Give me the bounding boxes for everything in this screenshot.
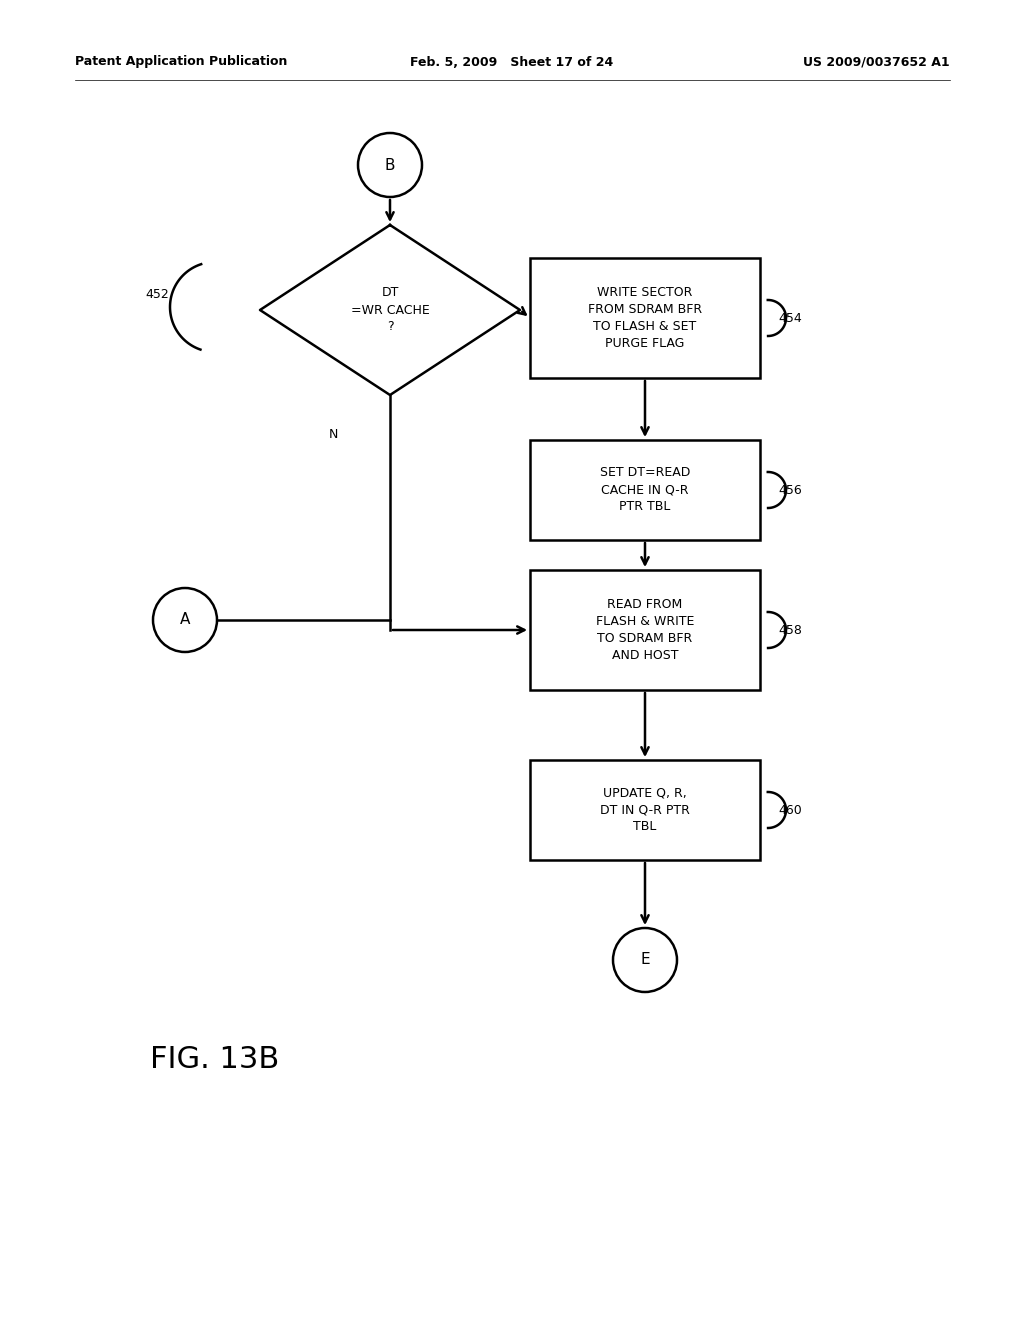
Text: DT
=WR CACHE
?: DT =WR CACHE ? bbox=[350, 286, 429, 334]
Text: 454: 454 bbox=[778, 312, 802, 325]
Text: SET DT=READ
CACHE IN Q-R
PTR TBL: SET DT=READ CACHE IN Q-R PTR TBL bbox=[600, 466, 690, 513]
Text: 460: 460 bbox=[778, 804, 802, 817]
Text: Patent Application Publication: Patent Application Publication bbox=[75, 55, 288, 69]
Text: Y: Y bbox=[551, 289, 559, 301]
Text: 456: 456 bbox=[778, 483, 802, 496]
Text: E: E bbox=[640, 953, 650, 968]
Text: N: N bbox=[329, 429, 338, 441]
Text: US 2009/0037652 A1: US 2009/0037652 A1 bbox=[804, 55, 950, 69]
Text: Feb. 5, 2009   Sheet 17 of 24: Feb. 5, 2009 Sheet 17 of 24 bbox=[411, 55, 613, 69]
Text: READ FROM
FLASH & WRITE
TO SDRAM BFR
AND HOST: READ FROM FLASH & WRITE TO SDRAM BFR AND… bbox=[596, 598, 694, 663]
Bar bbox=[530, 440, 760, 540]
Text: A: A bbox=[180, 612, 190, 627]
Text: 458: 458 bbox=[778, 623, 802, 636]
Bar bbox=[530, 257, 760, 378]
Text: FIG. 13B: FIG. 13B bbox=[151, 1045, 280, 1074]
Text: B: B bbox=[385, 157, 395, 173]
Text: WRITE SECTOR
FROM SDRAM BFR
TO FLASH & SET
PURGE FLAG: WRITE SECTOR FROM SDRAM BFR TO FLASH & S… bbox=[588, 286, 702, 350]
Bar bbox=[530, 570, 760, 690]
Bar bbox=[530, 760, 760, 861]
Text: 452: 452 bbox=[145, 289, 169, 301]
Text: UPDATE Q, R,
DT IN Q-R PTR
TBL: UPDATE Q, R, DT IN Q-R PTR TBL bbox=[600, 787, 690, 833]
